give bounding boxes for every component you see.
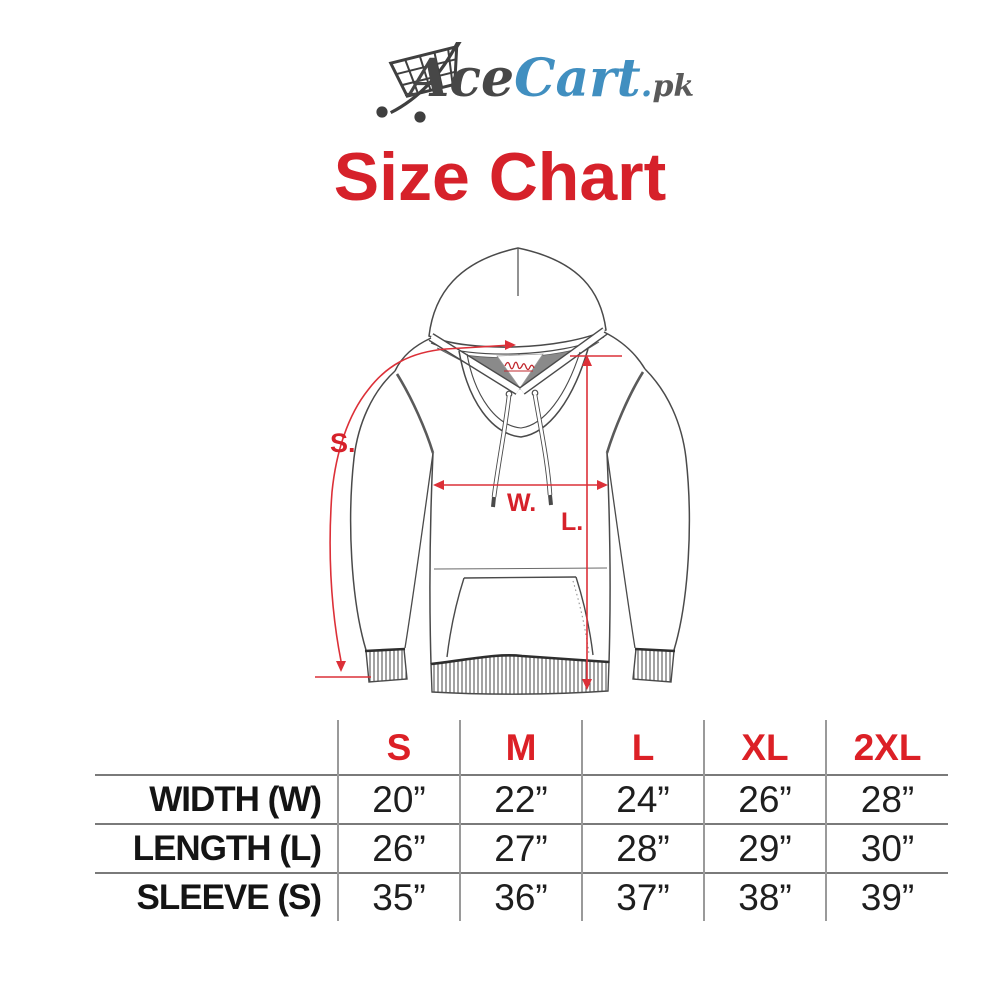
logo-ace-text: Ace bbox=[409, 48, 515, 109]
size-col-s: S bbox=[338, 720, 461, 775]
size-col-m: M bbox=[460, 720, 583, 775]
shopping-cart-icon bbox=[376, 42, 466, 123]
width-2xl: 28” bbox=[860, 779, 915, 820]
hood-front-bands bbox=[428, 327, 608, 395]
logo-dot-text: . bbox=[640, 65, 653, 105]
width-m: 22” bbox=[460, 775, 583, 824]
body-outline bbox=[349, 331, 691, 665]
collar bbox=[458, 348, 589, 438]
length-s: 26” bbox=[338, 824, 461, 873]
sleeve-measure-label: S. bbox=[330, 428, 356, 458]
armhole-seams bbox=[395, 371, 645, 454]
logo-tld-text: pk bbox=[652, 69, 695, 104]
hem-band bbox=[430, 653, 610, 695]
sleeve-2xl: 39” bbox=[860, 877, 915, 918]
logo-cart-text: Cart bbox=[514, 48, 641, 109]
width-xl: 26” bbox=[704, 775, 827, 824]
size-col-2xl: 2XL bbox=[853, 726, 922, 768]
length-measure-label: L. bbox=[561, 508, 583, 536]
sleeve-xl: 38” bbox=[704, 873, 827, 921]
size-table: S M L XL 2XL WIDTH (W) 20” 22” 24” 26” 2… bbox=[95, 720, 948, 921]
logo-wordmark: AceCart.pk bbox=[409, 44, 694, 114]
table-row-sleeve: SLEEVE (S) 35” 36” 37” 38” 39” bbox=[95, 873, 948, 921]
length-m: 27” bbox=[460, 824, 583, 873]
hood-outline bbox=[428, 247, 607, 355]
width-measure-label: W. bbox=[507, 489, 536, 517]
brand-signature-scribble bbox=[504, 361, 535, 372]
cart-wheel-left bbox=[376, 106, 388, 118]
kangaroo-pocket bbox=[446, 576, 594, 658]
width-l: 24” bbox=[582, 775, 705, 824]
measurement-arrowheads bbox=[336, 340, 608, 690]
sleeve-s: 35” bbox=[338, 873, 461, 921]
cart-wheel-right bbox=[414, 111, 426, 123]
width-s: 20” bbox=[338, 775, 461, 824]
size-table-corner-cell bbox=[95, 720, 339, 775]
page-title: Size Chart bbox=[333, 139, 667, 215]
size-col-l: L bbox=[582, 720, 705, 775]
length-2xl: 30” bbox=[860, 828, 915, 869]
table-row-length: LENGTH (L) 26” 27” 28” 29” 30” bbox=[95, 824, 948, 873]
length-xl: 29” bbox=[704, 824, 827, 873]
size-table-header-row: S M L XL 2XL bbox=[95, 720, 948, 775]
hoodie-illustration: S. W. L. bbox=[315, 247, 691, 695]
sleeve-l: 37” bbox=[582, 873, 705, 921]
row-label-sleeve: SLEEVE (S) bbox=[95, 873, 339, 921]
measurement-lines bbox=[315, 344, 622, 685]
sleeve-m: 36” bbox=[460, 873, 583, 921]
row-label-width: WIDTH (W) bbox=[95, 775, 339, 824]
length-l: 28” bbox=[582, 824, 705, 873]
table-row-width: WIDTH (W) 20” 22” 24” 26” 28” bbox=[95, 775, 948, 824]
size-col-xl: XL bbox=[704, 720, 827, 775]
row-label-length: LENGTH (L) bbox=[95, 824, 339, 873]
cuffs bbox=[364, 647, 676, 683]
